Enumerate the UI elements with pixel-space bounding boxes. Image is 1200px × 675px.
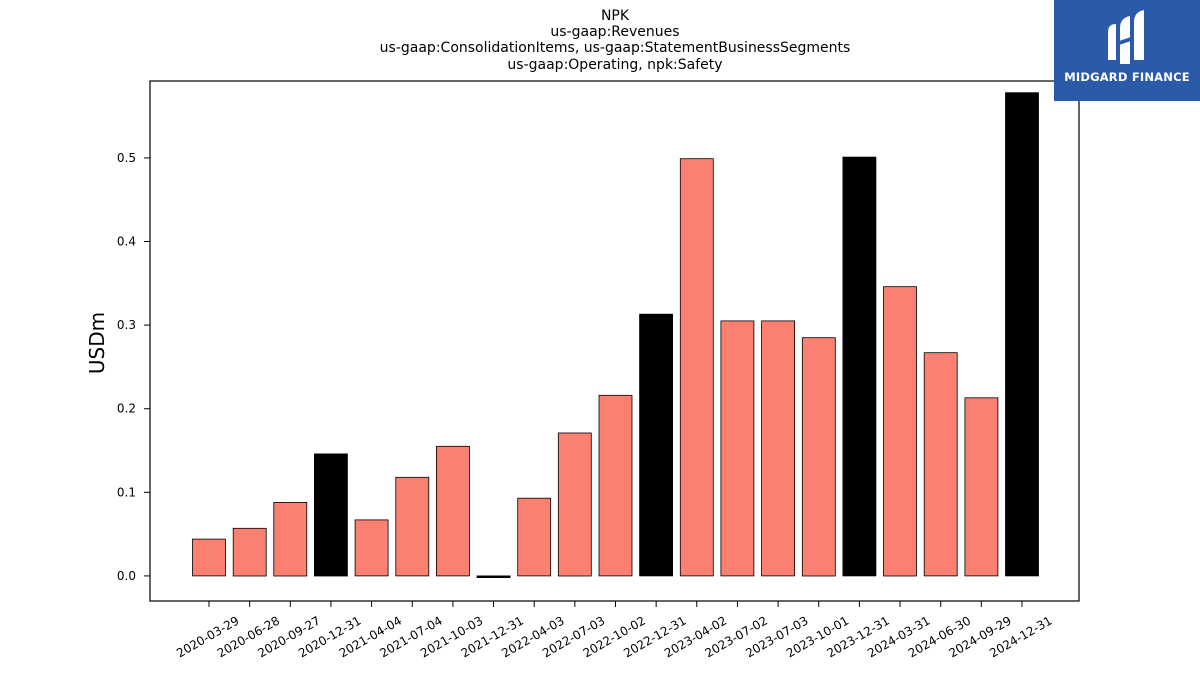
- bar-2023-10-01: [801, 337, 836, 577]
- bar-2021-12-31: [476, 575, 511, 579]
- bar-2022-07-03: [557, 432, 592, 577]
- x-axis-ticks: 2020-03-292020-06-282020-09-272020-12-31…: [174, 601, 1055, 660]
- midgard-finance-logo: MIDGARD FINANCE: [1054, 0, 1200, 101]
- chart-title-line-2: us-gaap:Revenues: [550, 24, 679, 40]
- y-tick-label: 0.0: [117, 569, 136, 583]
- bar-2022-12-31: [639, 313, 673, 577]
- logo-text: MIDGARD FINANCE: [1064, 70, 1190, 84]
- chart-title: NPK us-gaap:Revenues us-gaap:Consolidati…: [380, 8, 851, 73]
- bar-2021-07-04: [395, 476, 430, 577]
- y-axis-label: USDm: [85, 312, 109, 374]
- bar-2020-06-28: [232, 527, 267, 577]
- y-tick-label: 0.4: [117, 235, 136, 249]
- y-tick-label: 0.1: [117, 485, 136, 499]
- bar-2023-12-31: [842, 156, 877, 577]
- bar-2022-04-03: [517, 497, 552, 577]
- bar-2024-09-29: [964, 397, 999, 577]
- bar-series: [192, 92, 1039, 579]
- chart-title-line-4: us-gaap:Operating, npk:Safety: [507, 57, 722, 73]
- bar-2023-07-02: [720, 320, 755, 577]
- bar-2021-10-03: [435, 445, 470, 577]
- y-tick-label: 0.2: [117, 402, 136, 416]
- bar-2024-06-30: [923, 352, 958, 577]
- bar-2024-12-31: [1005, 92, 1039, 577]
- midgard-logo-icon: [1108, 10, 1144, 64]
- bar-2020-03-29: [192, 538, 226, 577]
- bar-2021-04-04: [354, 519, 389, 577]
- bar-2023-04-02: [679, 158, 714, 577]
- plot-frame: [149, 80, 1080, 602]
- bar-2024-03-31: [883, 286, 917, 577]
- bar-2023-07-03: [761, 320, 795, 577]
- y-tick-label: 0.3: [117, 318, 136, 332]
- chart-title-line-3: us-gaap:ConsolidationItems, us-gaap:Stat…: [380, 40, 851, 56]
- chart-title-line-1: NPK: [601, 8, 630, 24]
- bar-2022-10-02: [598, 394, 633, 577]
- y-tick-label: 0.5: [117, 151, 136, 165]
- y-axis-ticks: 0.0 0.1 0.2 0.3 0.4 0.5: [117, 151, 150, 583]
- bar-2020-12-31: [313, 453, 348, 577]
- bar-2020-09-27: [273, 501, 308, 577]
